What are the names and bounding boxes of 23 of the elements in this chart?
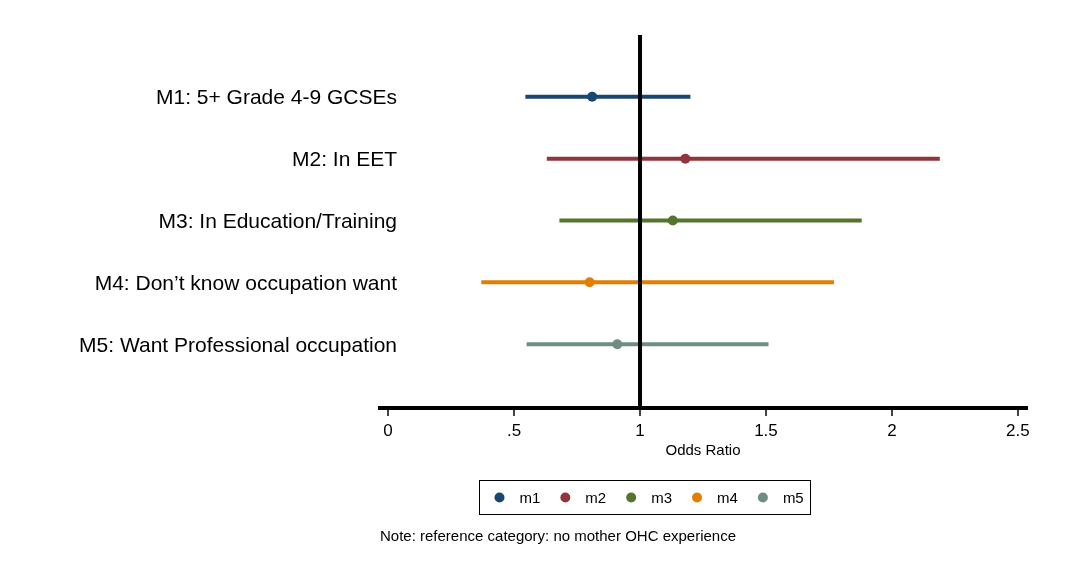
x-tick-label: 2: [887, 421, 897, 441]
y-tick-label: M5: Want Professional occupation: [79, 332, 397, 356]
legend-label: m2: [585, 489, 607, 507]
point: [667, 215, 678, 226]
point: [587, 91, 598, 102]
legend-label: m3: [651, 489, 673, 507]
x-tick-label: 1: [635, 421, 645, 441]
point: [680, 153, 691, 164]
x-tick-label: 2.5: [1006, 421, 1030, 441]
y-tick-label: M4: Don’t know occupation want: [94, 270, 398, 294]
y-tick-label: M3: In Education/Training: [158, 208, 397, 232]
legend-label: m4: [717, 489, 738, 507]
point: [612, 339, 623, 350]
y-tick-label: M1: 5+ Grade 4-9 GCSEs: [155, 85, 397, 109]
text: Note: reference category: no mother OHC experience: [380, 527, 737, 544]
y-tick-label: M2: In EET: [291, 147, 398, 171]
legend-label: m1: [519, 489, 541, 507]
legend-label: m5: [782, 489, 804, 507]
x-tick-label: 1.5: [754, 421, 778, 441]
x-axis-title: Odds Ratio: [665, 440, 741, 458]
x-tick-label: .5: [506, 421, 522, 441]
x-tick-label: 0: [383, 421, 393, 441]
point: [584, 277, 595, 288]
